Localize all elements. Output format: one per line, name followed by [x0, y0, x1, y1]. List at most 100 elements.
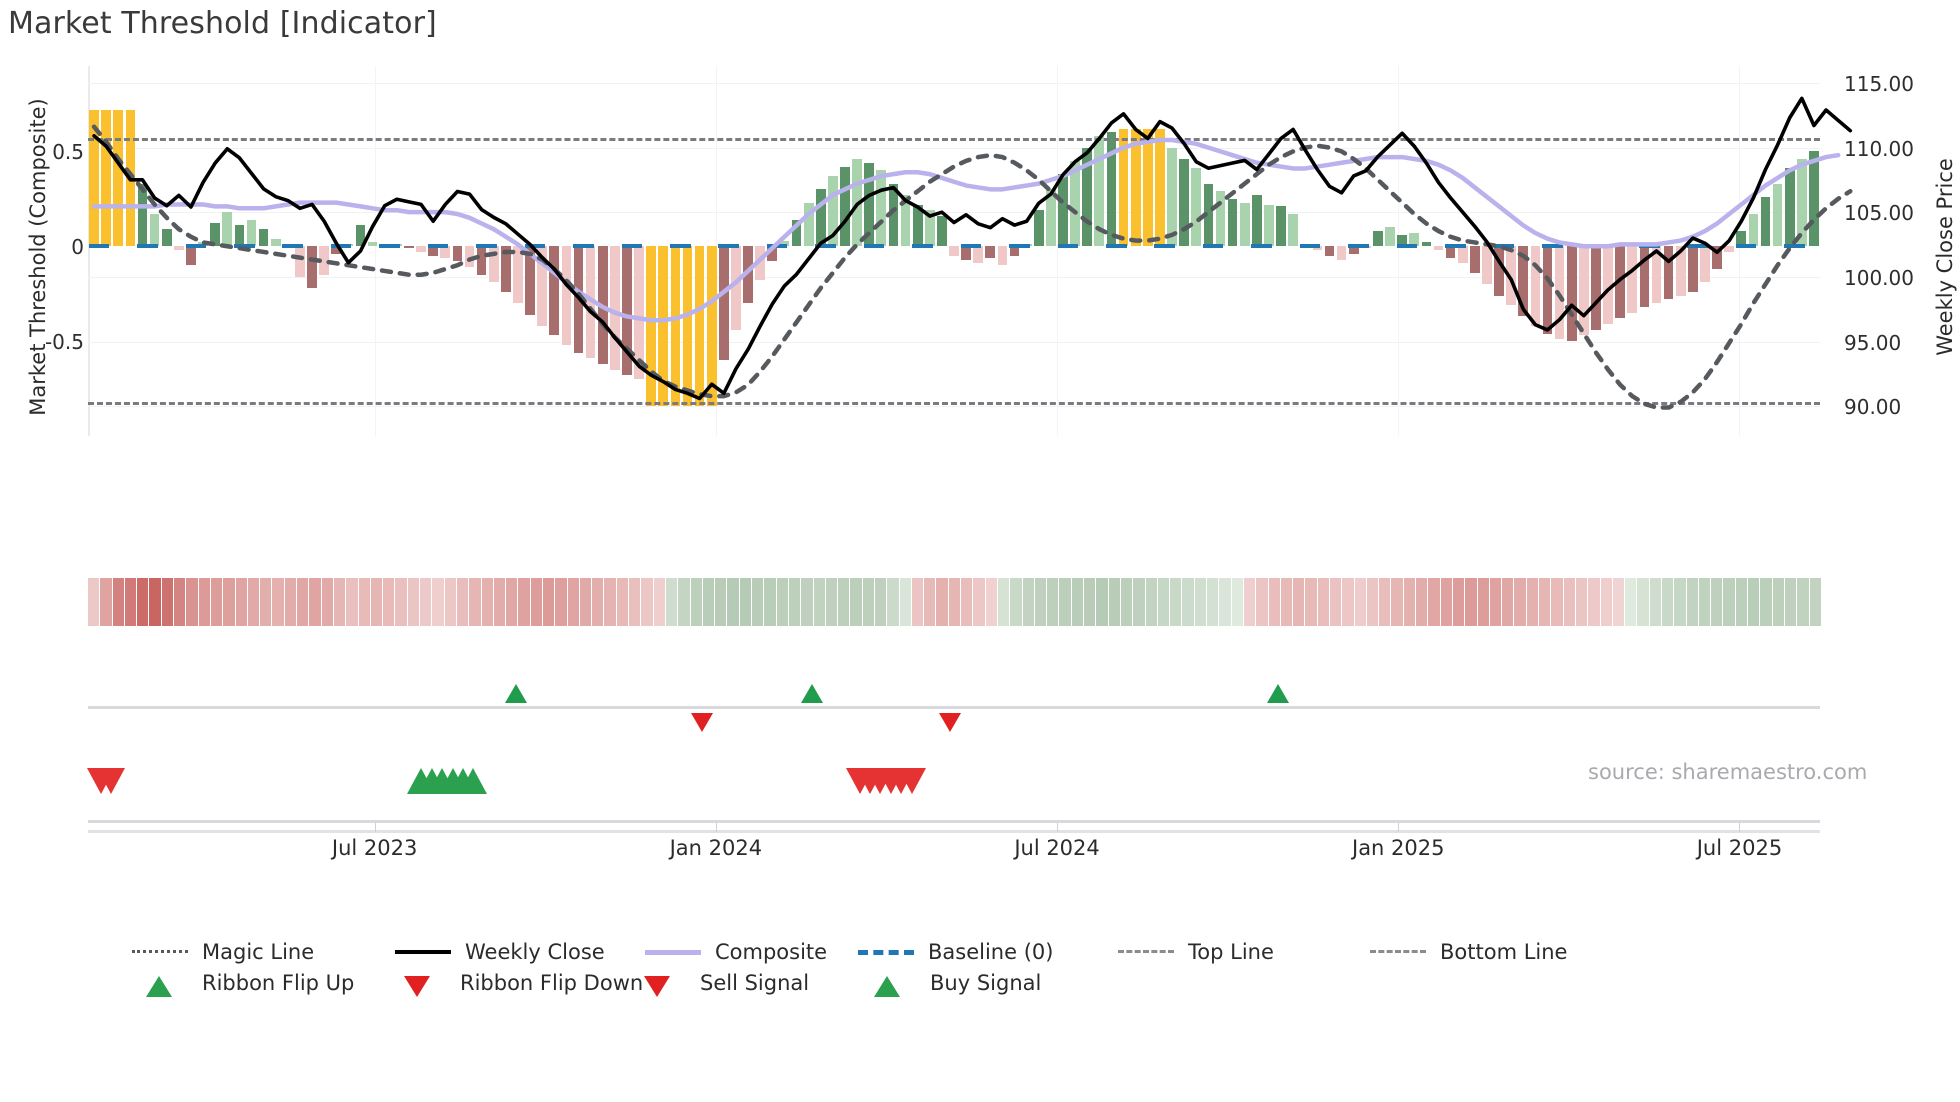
baseline-dash: [137, 244, 158, 249]
ribbon-cell: [161, 578, 174, 626]
ribbon-cell: [641, 578, 653, 626]
ribbon-cell: [1170, 578, 1182, 626]
source-watermark: source: sharemaestro.com: [1588, 760, 1868, 784]
threshold-bar: [501, 246, 511, 292]
legend-item-bottom-line[interactable]: Bottom Line: [1370, 937, 1567, 967]
ribbon-cell: [149, 578, 161, 626]
threshold-bar: [585, 246, 596, 359]
threshold-bar: [537, 246, 548, 326]
ribbon-cell: [395, 578, 407, 626]
line-dashed-icon: [1370, 941, 1426, 963]
threshold-bar: [1736, 231, 1747, 247]
ribbon-cell: [124, 578, 137, 626]
ribbon-cell: [1526, 578, 1539, 626]
bottom-line: [88, 401, 1820, 405]
ribbon-cell: [1059, 578, 1071, 626]
threshold-bar: [682, 246, 693, 406]
threshold-bar: [815, 189, 826, 247]
threshold-bar: [1724, 246, 1734, 252]
ribbon-cell: [1784, 578, 1797, 626]
line-dashed-icon: [1118, 941, 1174, 963]
gridline-vertical: [1739, 66, 1741, 436]
x-tick-label: Jul 2023: [331, 836, 418, 860]
legend-item-magic-line[interactable]: Magic Line: [132, 937, 314, 967]
legend-label: Ribbon Flip Down: [460, 971, 644, 995]
ribbon-cell: [838, 578, 850, 626]
threshold-bar: [1796, 158, 1807, 247]
threshold-bar: [1639, 246, 1650, 307]
ribbon-cell: [1120, 578, 1133, 626]
threshold-bar: [222, 212, 233, 247]
threshold-bar: [331, 246, 342, 254]
threshold-bar: [961, 246, 971, 260]
left-spine: [88, 66, 90, 436]
ribbon-cell: [1797, 578, 1809, 626]
line-baseline-icon: [858, 941, 914, 963]
threshold-bar: [1191, 168, 1202, 247]
ribbon-cell: [1502, 578, 1514, 626]
ribbon-cell: [1243, 578, 1256, 626]
ribbon-cell: [850, 578, 862, 626]
ribbon-cell: [1563, 578, 1575, 626]
threshold-bar: [1094, 136, 1105, 247]
legend-item-buy-signal[interactable]: Buy Signal: [860, 968, 1041, 998]
legend-label: Bottom Line: [1440, 940, 1568, 964]
ribbon-cell: [1231, 578, 1243, 626]
threshold-bar: [525, 246, 535, 315]
line-dotted-icon: [132, 941, 188, 963]
gridline-horizontal: [88, 276, 1820, 278]
x-axis-line: [88, 820, 1820, 823]
threshold-bar: [1615, 246, 1625, 319]
ribbon-cell: [1662, 578, 1674, 626]
ribbon-cell: [1022, 578, 1034, 626]
flip-axis-line: [88, 706, 1820, 709]
ribbon-cell: [1735, 578, 1748, 626]
legend-item-composite[interactable]: Composite: [645, 937, 827, 967]
baseline-dash: [1542, 244, 1563, 249]
gridline-vertical: [374, 66, 376, 436]
legend-item-ribbon-flip-up[interactable]: Ribbon Flip Up: [132, 968, 354, 998]
threshold-bar: [888, 183, 899, 247]
threshold-bar: [1518, 246, 1529, 317]
legend-item-ribbon-flip-down[interactable]: Ribbon Flip Down: [390, 968, 643, 998]
legend-item-baseline-0[interactable]: Baseline (0): [858, 937, 1053, 967]
threshold-bar: [1760, 196, 1771, 247]
ribbon-cell: [1465, 578, 1477, 626]
ribbon-cell: [825, 578, 838, 626]
ribbon-cell: [1588, 578, 1600, 626]
ribbon-cell: [333, 578, 346, 626]
threshold-bar: [731, 246, 741, 330]
ribbon-cell: [1157, 578, 1170, 626]
sell-signal-marker: [897, 768, 926, 794]
ribbon-cell: [1108, 578, 1120, 626]
baseline-dash: [88, 244, 110, 249]
threshold-bar: [404, 246, 414, 249]
ribbon-cell: [1489, 578, 1502, 626]
threshold-bar: [1506, 246, 1516, 306]
legend-item-top-line[interactable]: Top Line: [1118, 937, 1274, 967]
threshold-bar: [1566, 246, 1577, 342]
legend-item-sell-signal[interactable]: Sell Signal: [630, 968, 809, 998]
ribbon-cell: [1723, 578, 1735, 626]
x-tick-mark: [1398, 823, 1400, 832]
ribbon-cell: [530, 578, 542, 626]
ribbon-cell: [1649, 578, 1661, 626]
ribbon-cell: [88, 578, 100, 626]
ribbon-flip-panel: [88, 672, 1820, 744]
threshold-bar: [1482, 246, 1492, 285]
legend-item-weekly-close[interactable]: Weekly Close: [395, 937, 605, 967]
ribbon-cell: [198, 578, 210, 626]
weekly-close-line: [92, 96, 1853, 401]
triangle-down-icon: [390, 972, 446, 997]
threshold-bar: [137, 183, 148, 247]
ribbon-cell: [961, 578, 973, 626]
ribbon-cell: [186, 578, 198, 626]
baseline-dash: [233, 244, 255, 249]
ribbon-cell: [297, 578, 309, 626]
ribbon-cell: [309, 578, 321, 626]
threshold-bar: [779, 240, 790, 247]
baseline-dash: [863, 244, 885, 249]
threshold-bar: [1530, 246, 1541, 326]
x-tick-mark: [1057, 823, 1059, 832]
